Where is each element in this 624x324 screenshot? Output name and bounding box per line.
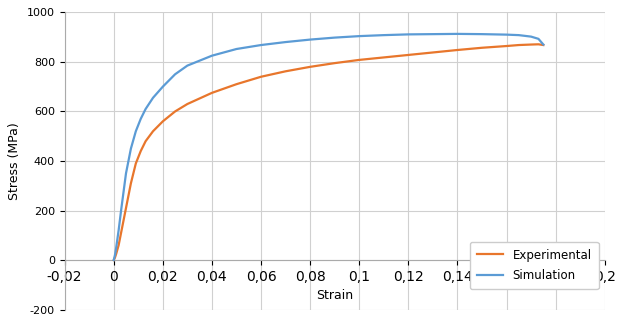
Simulation: [429, 32, 437, 36]
Simulation: [527, 35, 535, 39]
Simulation: [233, 47, 240, 51]
Simulation: [380, 33, 388, 37]
Simulation: [159, 85, 167, 88]
Experimental: [540, 43, 547, 47]
Experimental: [172, 110, 179, 113]
Simulation: [535, 37, 542, 41]
Experimental: [183, 102, 191, 106]
Experimental: [112, 252, 120, 256]
Simulation: [331, 36, 338, 40]
Experimental: [132, 162, 140, 166]
Simulation: [515, 33, 522, 37]
Line: Simulation: Simulation: [114, 34, 544, 260]
Experimental: [535, 42, 542, 46]
Simulation: [172, 72, 179, 76]
Simulation: [142, 107, 149, 111]
Experimental: [356, 58, 363, 62]
Experimental: [527, 42, 535, 46]
Simulation: [149, 96, 157, 100]
Simulation: [183, 64, 191, 67]
Experimental: [137, 149, 145, 153]
Simulation: [112, 246, 120, 250]
Simulation: [117, 209, 125, 213]
Simulation: [478, 32, 485, 36]
Experimental: [111, 256, 119, 260]
Line: Experimental: Experimental: [114, 44, 544, 260]
Simulation: [282, 40, 290, 44]
Experimental: [208, 91, 216, 95]
Simulation: [503, 33, 510, 37]
Simulation: [257, 43, 265, 47]
Simulation: [132, 129, 140, 133]
Experimental: [454, 48, 461, 52]
Experimental: [127, 181, 135, 185]
Experimental: [115, 243, 122, 247]
Experimental: [331, 61, 338, 65]
Experimental: [257, 75, 265, 79]
Experimental: [380, 55, 388, 59]
Simulation: [208, 54, 216, 58]
Simulation: [110, 258, 117, 262]
Experimental: [122, 206, 130, 210]
Experimental: [149, 129, 157, 133]
Experimental: [282, 69, 290, 73]
Simulation: [454, 32, 461, 36]
Experimental: [233, 82, 240, 86]
Simulation: [356, 34, 363, 38]
Simulation: [137, 117, 145, 121]
Simulation: [122, 171, 130, 175]
Y-axis label: Stress (MPa): Stress (MPa): [8, 122, 21, 200]
Simulation: [306, 38, 314, 41]
Experimental: [306, 65, 314, 69]
Experimental: [478, 46, 485, 50]
Experimental: [515, 43, 522, 47]
X-axis label: Strain: Strain: [316, 289, 353, 302]
Simulation: [111, 253, 119, 257]
Experimental: [117, 231, 125, 235]
Simulation: [404, 32, 412, 36]
Experimental: [429, 51, 437, 54]
Experimental: [110, 258, 117, 262]
Simulation: [540, 42, 547, 46]
Experimental: [142, 139, 149, 143]
Simulation: [115, 228, 122, 232]
Experimental: [503, 44, 510, 48]
Legend: Experimental, Simulation: Experimental, Simulation: [470, 242, 599, 289]
Simulation: [127, 147, 135, 151]
Experimental: [159, 120, 167, 123]
Experimental: [404, 53, 412, 57]
